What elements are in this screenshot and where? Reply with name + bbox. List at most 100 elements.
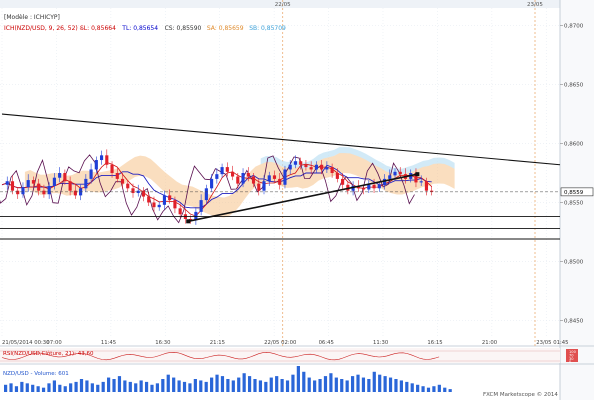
- candle-body: [424, 181, 429, 191]
- candle-body: [414, 173, 418, 183]
- volume-bar: [302, 371, 306, 392]
- candle-body: [230, 171, 235, 177]
- volume-bar: [226, 379, 230, 392]
- candle-body: [194, 211, 198, 221]
- candle-body: [372, 184, 376, 189]
- candle-body: [37, 183, 41, 191]
- candle-body: [382, 178, 387, 185]
- support-trendline: [188, 173, 418, 223]
- candle-body: [126, 183, 130, 189]
- volume-bar: [264, 381, 268, 392]
- volume-bar: [4, 384, 8, 392]
- rsi-tick-label: 70: [569, 353, 574, 357]
- candle-body: [210, 178, 214, 189]
- candle-body: [152, 202, 156, 208]
- time-tick-label: 06:45: [319, 340, 334, 346]
- candle-body: [304, 164, 308, 168]
- price-tick-label: 0,8550: [564, 200, 584, 206]
- indicator-legend: SL: 0,85664 TL: 0,85654 CS: 0,85590 SA: 0,8…: [80, 25, 286, 32]
- candle-body: [73, 190, 77, 196]
- volume-bar: [210, 377, 214, 392]
- price-axis-panel: [560, 0, 594, 400]
- volume-bar: [350, 376, 355, 392]
- time-tick-label: 21/05/2014 00:30: [2, 340, 50, 346]
- candle-body: [430, 190, 434, 192]
- volume-bar: [372, 371, 376, 392]
- candle-body: [262, 181, 266, 191]
- candle-body: [267, 175, 271, 182]
- volume-bar: [117, 376, 122, 392]
- volume-bar: [199, 380, 203, 392]
- volume-bar: [242, 373, 246, 392]
- volume-bar: [161, 379, 165, 392]
- candle-body: [241, 173, 245, 184]
- volume-bar: [296, 366, 300, 392]
- volume-bar: [79, 379, 84, 392]
- candle-body: [309, 167, 313, 170]
- volume-bar: [269, 377, 273, 392]
- volume-bar: [155, 383, 160, 392]
- volume-bar: [188, 383, 192, 392]
- candle-body: [84, 178, 88, 189]
- volume-bar: [307, 377, 311, 392]
- volume-bar: [215, 374, 219, 392]
- candle-body: [47, 185, 51, 195]
- volume-bar: [443, 387, 447, 392]
- candle-body: [63, 173, 67, 182]
- candle-body: [335, 173, 339, 179]
- kijun-line: [1, 164, 432, 209]
- candle-body: [52, 177, 56, 186]
- volume-bar: [25, 383, 29, 392]
- resistance-trendline: [1, 113, 561, 166]
- volume-bar: [150, 384, 154, 392]
- candle-body: [16, 190, 20, 195]
- volume-bar: [20, 381, 24, 392]
- chart-header-model: [Modèle : ICHICYP]: [4, 14, 60, 21]
- rsi-tick-label: 0: [569, 360, 572, 364]
- candle-body: [58, 173, 62, 178]
- candle-body: [236, 176, 240, 184]
- candle-body: [356, 185, 360, 189]
- candle-body: [10, 181, 15, 191]
- rsi-scale-marker: [566, 349, 578, 362]
- candle-body: [351, 185, 355, 191]
- volume-bar: [9, 383, 13, 392]
- current-price-box: [560, 187, 594, 197]
- candle-body: [131, 188, 135, 194]
- volume-bar: [134, 383, 138, 392]
- day-marker-label: 23/05: [527, 2, 543, 8]
- candle-body: [377, 184, 381, 189]
- trendline-anchor: [415, 172, 420, 177]
- volume-bar: [231, 380, 235, 392]
- candle-body: [257, 183, 261, 191]
- volume-bar: [128, 381, 132, 392]
- volume-bar: [139, 380, 143, 392]
- candle-body: [178, 208, 182, 215]
- candle-body: [120, 178, 125, 184]
- time-tick-label: 07:00: [46, 340, 62, 346]
- volume-bar: [275, 376, 279, 392]
- volume-bar: [323, 376, 328, 392]
- volume-bar: [399, 380, 403, 392]
- volume-bar: [90, 383, 94, 392]
- footer-copyright: FXCM Marketscope © 2014: [483, 391, 558, 398]
- candle-body: [299, 161, 303, 165]
- volume-bar: [405, 381, 409, 392]
- volume-bar: [367, 379, 371, 392]
- candle-body: [341, 178, 345, 185]
- kumo-cloud: [24, 152, 455, 218]
- candle-body: [147, 196, 151, 203]
- volume-bar: [69, 383, 73, 392]
- volume-bar: [334, 377, 338, 392]
- candle-body: [283, 169, 287, 185]
- price-tick-label: 0,8450: [564, 318, 584, 324]
- candle-body: [330, 167, 334, 173]
- volume-bar: [220, 376, 225, 392]
- time-tick-label: 21:00: [482, 340, 498, 346]
- candle-body: [42, 190, 46, 195]
- volume-bar: [96, 384, 100, 392]
- tenkan-line: [1, 161, 432, 217]
